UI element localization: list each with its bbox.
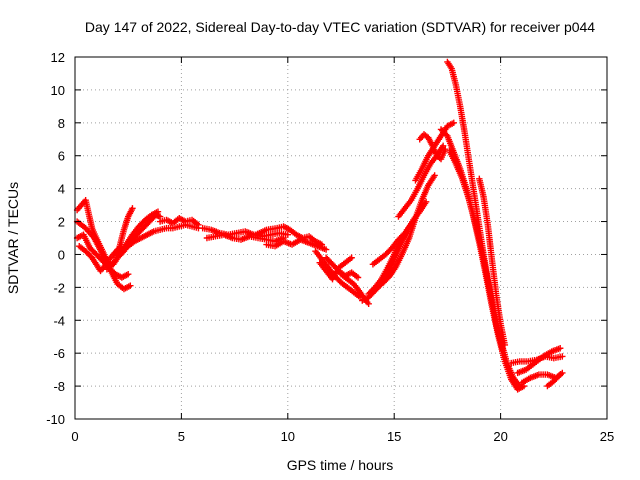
y-tick-label: -8 <box>53 379 65 394</box>
series-track-w <box>416 131 449 163</box>
data-point <box>322 246 330 253</box>
data-point-interp <box>555 372 563 380</box>
data-points <box>73 58 566 393</box>
series-track-t <box>380 172 438 286</box>
series-track-g <box>125 221 202 250</box>
series-track-s <box>369 229 409 268</box>
series-track-u <box>395 142 447 220</box>
y-tick-label: 2 <box>58 215 65 230</box>
data-point <box>559 353 566 360</box>
series-track-cc <box>514 345 564 377</box>
data-point <box>431 172 438 179</box>
data-point <box>154 208 162 215</box>
data-point <box>284 231 291 238</box>
chart-title: Day 147 of 2022, Sidereal Day-to-day VTE… <box>85 19 595 35</box>
data-point <box>127 282 134 289</box>
y-tick-label: -4 <box>53 313 65 328</box>
x-tick-label: 25 <box>600 429 614 444</box>
y-tick-label: 0 <box>58 247 65 262</box>
y-tick-label: -10 <box>46 412 65 427</box>
data-point <box>442 145 449 153</box>
data-point <box>365 300 372 308</box>
data-point <box>348 254 355 261</box>
data-point <box>556 345 564 352</box>
series-track-ee <box>544 371 564 390</box>
plot-frame <box>74 56 608 420</box>
series-track-h <box>156 215 202 229</box>
axes: 0 5 10 15 20 25 -10 -8 -6 -4 -2 0 2 4 6 8 10 12 <box>46 50 614 444</box>
y-tick-label: 4 <box>58 182 65 197</box>
y-tick-label: 6 <box>58 149 65 164</box>
series-track-l <box>263 236 330 253</box>
data-point <box>501 341 509 349</box>
data-point <box>354 274 362 281</box>
series-track-y <box>437 126 528 393</box>
y-tick-label: 8 <box>58 116 65 131</box>
x-axis-label: GPS time / hours <box>287 457 394 473</box>
data-point <box>129 205 136 212</box>
data-point <box>450 119 457 127</box>
x-tick-label: 10 <box>281 429 295 444</box>
data-point <box>556 371 564 378</box>
data-point <box>439 142 447 150</box>
x-tick-label: 20 <box>493 429 507 444</box>
series-track-aa <box>476 175 509 349</box>
series-track-r <box>365 198 430 298</box>
series-track-o <box>322 254 362 281</box>
y-tick-label: 12 <box>51 50 65 65</box>
x-tick-label: 5 <box>178 429 185 444</box>
x-tick-label: 15 <box>387 429 401 444</box>
data-point <box>401 229 409 237</box>
y-axis-label: SDTVAR / TECUs <box>5 182 21 294</box>
x-tick-label: 0 <box>71 429 78 444</box>
data-point <box>125 271 132 278</box>
y-tick-label: 10 <box>51 83 65 98</box>
data-point <box>195 221 202 229</box>
series-track-p <box>337 271 372 308</box>
series-track-z <box>446 147 523 390</box>
series-track-k <box>252 223 326 248</box>
grid-lines <box>75 57 607 419</box>
y-tick-label: -2 <box>53 280 65 295</box>
data-point <box>516 382 523 390</box>
data-point-interp <box>400 231 407 238</box>
y-tick-label: -6 <box>53 346 65 361</box>
series-track-v <box>412 119 457 184</box>
